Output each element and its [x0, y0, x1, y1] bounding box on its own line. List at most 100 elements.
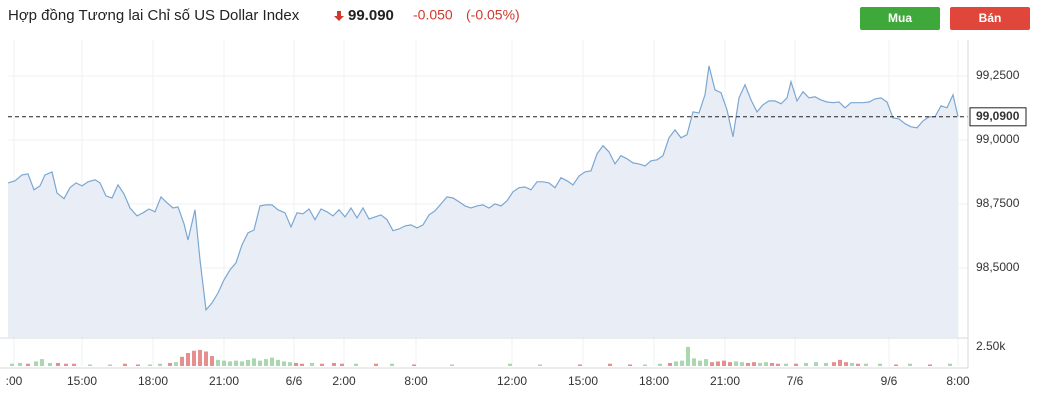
- volume-bar: [216, 359, 220, 366]
- volume-bar: [198, 349, 202, 366]
- volume-bar: [374, 363, 378, 366]
- volume-bar: [643, 364, 647, 366]
- volume-bar: [18, 362, 22, 366]
- volume-bar: [844, 362, 848, 366]
- volume-bar: [310, 362, 314, 366]
- volume-bar: [412, 364, 416, 366]
- volume-bar: [264, 359, 268, 366]
- x-tick-label: 8:00: [404, 374, 428, 388]
- volume-bar: [340, 363, 344, 366]
- volume-bar: [752, 362, 756, 366]
- volume-bar: [704, 359, 708, 366]
- y-tick-label: 99,2500: [976, 68, 1020, 82]
- sell-label[interactable]: Bán: [979, 11, 1002, 25]
- volume-bar: [878, 363, 882, 366]
- volume-bar: [508, 363, 512, 366]
- volume-bar: [698, 360, 702, 366]
- volume-bar: [72, 363, 76, 366]
- volume-bar: [538, 364, 542, 366]
- volume-bar: [850, 362, 854, 366]
- volume-bar: [174, 362, 178, 366]
- volume-bar: [824, 362, 828, 366]
- volume-bar: [734, 361, 738, 366]
- volume-bar: [288, 362, 292, 366]
- last-price-label: 99,0900: [976, 109, 1020, 123]
- volume-bar: [186, 353, 190, 366]
- volume-bar: [740, 362, 744, 366]
- volume-bar: [123, 363, 127, 366]
- volume-bar: [390, 363, 394, 366]
- buy-label[interactable]: Mua: [888, 11, 912, 25]
- volume-bar: [758, 362, 762, 366]
- volume-bar: [928, 364, 932, 366]
- volume-bar: [354, 363, 358, 366]
- x-tick-label: 18:00: [138, 374, 168, 388]
- volume-bar: [838, 359, 842, 366]
- volume-bar: [26, 363, 30, 366]
- volume-bar: [108, 364, 112, 366]
- volume-bar: [228, 361, 232, 366]
- volume-bar: [948, 363, 952, 366]
- line: [7, 65, 959, 312]
- y-tick-label: 98,5000: [976, 260, 1020, 274]
- volume-bar: [282, 361, 286, 366]
- volume-bar: [246, 359, 250, 366]
- volume-bar: [784, 363, 788, 366]
- volume-bar: [88, 364, 92, 366]
- x-tick-label: 9/6: [881, 374, 898, 388]
- volume-bar: [168, 362, 172, 366]
- volume-bar: [692, 358, 696, 366]
- volume-bar: [332, 362, 336, 366]
- volume-bar: [864, 363, 868, 366]
- change: -0.050: [413, 7, 453, 23]
- volume-bar: [804, 362, 808, 366]
- volume-bar: [450, 364, 454, 366]
- buy-button[interactable]: [860, 7, 940, 30]
- volume-bar: [210, 356, 214, 366]
- x-tick-label: 21:00: [710, 374, 740, 388]
- volume-bar: [222, 360, 226, 366]
- volume-bar: [234, 360, 238, 366]
- x-tick-label: 15:00: [568, 374, 598, 388]
- change-pct: (-0.05%): [466, 7, 520, 23]
- volume-bar: [252, 358, 256, 366]
- volume-bar: [158, 363, 162, 366]
- volume-bar: [300, 363, 304, 366]
- volume-bar: [722, 360, 726, 366]
- volume-bar: [64, 363, 68, 366]
- volume-bar: [680, 360, 684, 366]
- title: Hợp đồng Tương lai Chỉ số US Dollar Inde…: [8, 7, 300, 24]
- volume-bar: [48, 362, 52, 366]
- volume-bar: [668, 362, 672, 366]
- volume-bar: [578, 364, 582, 366]
- area: [8, 65, 958, 338]
- volume-bar: [180, 356, 184, 366]
- volume-tick-label: 2.50k: [976, 339, 1006, 353]
- x-tick-label: 15:00: [67, 374, 97, 388]
- x-tick-label: 7/6: [787, 374, 804, 388]
- sell-button[interactable]: [950, 7, 1030, 30]
- volume-bar: [770, 362, 774, 366]
- volume-bar: [276, 359, 280, 366]
- volume-bar: [794, 363, 798, 366]
- x-tick-label: 2:00: [332, 374, 356, 388]
- volume-bar: [192, 350, 196, 366]
- volume-bar: [908, 363, 912, 366]
- volume-bar: [204, 351, 208, 366]
- volume-bar: [686, 346, 690, 366]
- volume-bar: [294, 362, 298, 366]
- volume-bar: [746, 362, 750, 366]
- volume-bar: [40, 359, 44, 366]
- volume-bar: [764, 362, 768, 366]
- volume-bar: [776, 363, 780, 366]
- y-tick-label: 99,0000: [976, 132, 1020, 146]
- volume-bar: [728, 362, 732, 366]
- volume-bar: [832, 362, 836, 366]
- volume-bar: [34, 361, 38, 366]
- volume-bar: [628, 364, 632, 366]
- volume-bar: [674, 361, 678, 366]
- volume-bar: [270, 357, 274, 366]
- x-tick-label: 8:00: [946, 374, 970, 388]
- volume-bar: [136, 364, 140, 366]
